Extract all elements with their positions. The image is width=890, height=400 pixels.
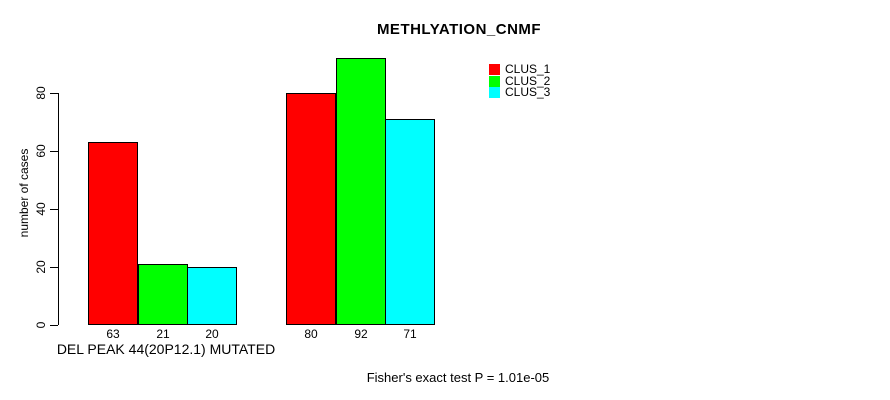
x-axis-title: DEL PEAK 44(20P12.1) MUTATED [56,341,276,357]
y-tick-label: 80 [34,86,48,100]
legend-label: CLUS_2 [505,73,551,88]
y-tick-label: 40 [34,202,48,216]
legend-row: CLUS_1 [489,62,551,77]
bar-clus_1-group2 [286,93,336,325]
legend-row: CLUS_3 [489,85,551,100]
footer-annotation: Fisher's exact test P = 1.01e-05 [366,370,550,385]
bar-clus_3-group2 [385,119,435,325]
y-tick [50,267,58,268]
legend-label: CLUS_3 [505,85,551,100]
bar-value-label: 80 [304,327,318,341]
bar-clus_2-group1 [138,264,188,325]
legend-label: CLUS_1 [505,62,551,77]
legend-row: CLUS_2 [489,73,551,88]
y-axis-line [58,93,59,325]
bar-value-label: 20 [205,327,219,341]
y-tick [50,325,58,326]
legend: CLUS_1 CLUS_2 CLUS_3 [489,62,551,100]
chart-title: METHLYATION_CNMF [376,21,542,38]
legend-swatch-clus_3 [489,87,500,99]
bar-value-label: 21 [156,327,170,341]
bar-clus_2-group2 [336,58,386,325]
y-tick-label: 60 [34,144,48,158]
bar-clus_1-group1 [88,142,138,325]
y-axis-title: number of cases [17,148,31,238]
bar-value-label: 92 [354,327,368,341]
legend-swatch-clus_2 [489,75,500,87]
y-tick-label: 20 [34,260,48,274]
bar-clus_3-group1 [187,267,237,325]
y-tick [50,151,58,152]
y-tick [50,93,58,94]
y-tick [50,209,58,210]
y-tick-label: 0 [34,321,48,329]
bar-value-label: 63 [106,327,120,341]
bar-value-label: 71 [403,327,417,341]
legend-swatch-clus_1 [489,64,500,76]
